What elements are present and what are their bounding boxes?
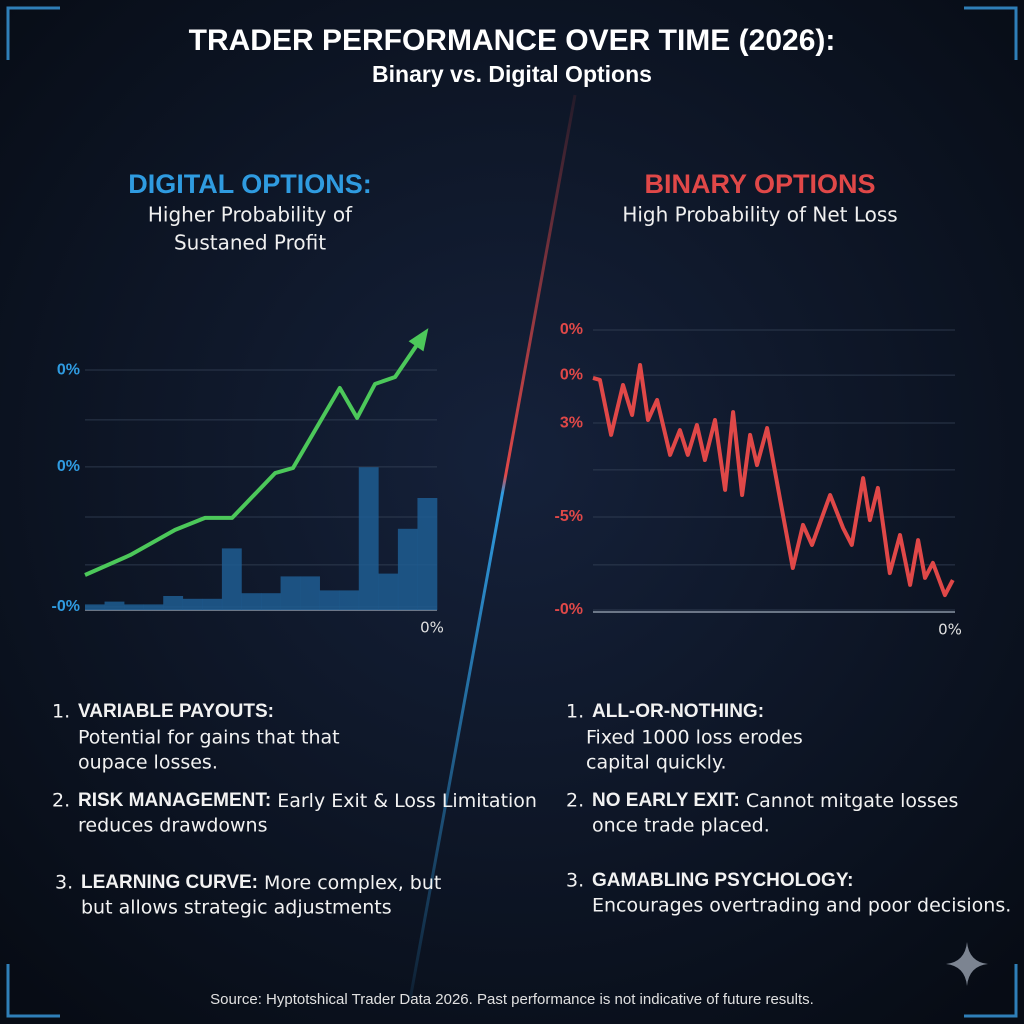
- point-text: More complex, but: [264, 872, 441, 894]
- bar: [202, 598, 223, 610]
- chart-title: BINARY OPTIONS: [644, 169, 875, 199]
- point-label: VARIABLE PAYOUTS:: [78, 701, 274, 722]
- point-label: RISK MANAGEMENT:: [78, 790, 271, 811]
- divider: [408, 94, 577, 1001]
- bar: [300, 576, 320, 610]
- bar: [319, 590, 340, 610]
- chart-subtitle: High Probability of Net Loss: [622, 203, 897, 227]
- point-text: Potential for gains that that: [78, 727, 340, 749]
- chart-subtitle: Higher Probability of: [148, 203, 353, 227]
- y-tick-label: -5%: [555, 508, 583, 525]
- point-number: 2.: [52, 790, 70, 812]
- point-line: LEARNING CURVE: More complex, but: [81, 872, 441, 894]
- bar: [124, 604, 144, 610]
- bar: [163, 596, 184, 610]
- y-tick-label: 0%: [560, 321, 583, 338]
- point-text: Cannot mitgate losses: [746, 790, 959, 812]
- y-tick-label: 0%: [560, 366, 583, 383]
- bar: [143, 604, 164, 610]
- point-number: 2.: [566, 790, 584, 812]
- point-label: NO EARLY EXIT:: [592, 790, 740, 811]
- corner-frame: [6, 6, 1018, 1018]
- bar: [358, 467, 379, 610]
- source-note: Source: Hyptotshical Trader Data 2026. P…: [210, 991, 814, 1008]
- point-text: Early Exit & Loss Limitation: [277, 790, 537, 812]
- x-axis-label: 0%: [938, 621, 962, 639]
- point-text: Fixed 1000 loss erodes: [586, 727, 803, 749]
- bar: [417, 498, 438, 610]
- bar: [339, 590, 360, 610]
- point-number: 1.: [52, 701, 70, 723]
- bar: [182, 598, 203, 610]
- y-tick-label: 3%: [560, 414, 583, 431]
- arrow-head: [408, 328, 429, 352]
- bar: [397, 528, 418, 610]
- point-number: 3.: [55, 872, 73, 894]
- bar: [104, 601, 125, 610]
- sparkle-icon: [946, 942, 988, 986]
- y-tick-label: 0%: [57, 361, 80, 378]
- point-text: Encourages overtrading and poor decision…: [592, 895, 1011, 917]
- bar: [85, 604, 105, 610]
- point-label: LEARNING CURVE:: [81, 872, 258, 893]
- bar: [378, 573, 399, 610]
- point-label: GAMABLING PSYCHOLOGY:: [592, 870, 853, 891]
- point-number: 3.: [566, 870, 584, 892]
- point-text: once trade placed.: [592, 815, 770, 837]
- point-line: NO EARLY EXIT: Cannot mitgate losses: [592, 790, 958, 812]
- point-text: but allows strategic adjustments: [81, 897, 392, 919]
- page-title: TRADER PERFORMANCE OVER TIME (2026):: [189, 24, 836, 57]
- point-line: RISK MANAGEMENT: Early Exit & Loss Limit…: [78, 790, 537, 812]
- bar: [221, 548, 242, 610]
- series-line: [84, 331, 427, 577]
- series-line: [592, 363, 955, 598]
- y-tick-label: -0%: [52, 598, 80, 615]
- page-subtitle: Binary vs. Digital Options: [372, 61, 652, 87]
- point-text: reduces drawdowns: [78, 815, 267, 837]
- y-tick-label: -0%: [555, 601, 583, 618]
- bar: [280, 576, 301, 610]
- x-axis-label: 0%: [420, 619, 444, 637]
- bar: [261, 593, 281, 610]
- point-number: 1.: [566, 701, 584, 723]
- points: 1. VARIABLE PAYOUTS: Potential for gains…: [52, 701, 1011, 919]
- point-text: capital quickly.: [586, 752, 727, 774]
- chart-title: DIGITAL OPTIONS:: [128, 169, 372, 199]
- y-tick-label: 0%: [57, 458, 80, 475]
- point-text: oupace losses.: [78, 752, 218, 774]
- bar: [241, 593, 262, 610]
- point-label: ALL-OR-NOTHING:: [592, 701, 764, 722]
- chart-subtitle: Sustaned Profit: [174, 231, 326, 255]
